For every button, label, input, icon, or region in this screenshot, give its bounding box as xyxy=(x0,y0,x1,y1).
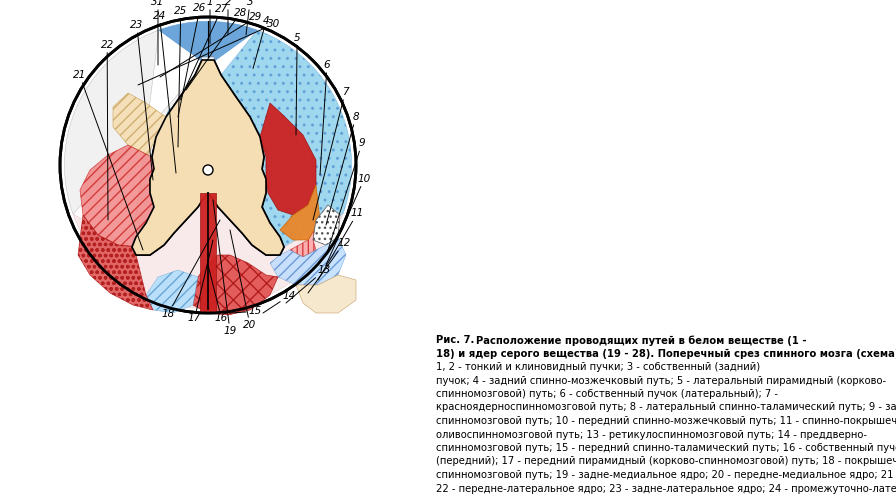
Polygon shape xyxy=(198,57,218,87)
Text: 6: 6 xyxy=(320,60,331,175)
Text: красноядерноспинномозговой путь; 8 - латеральный спинно-таламический путь; 9 - з: красноядерноспинномозговой путь; 8 - лат… xyxy=(436,402,896,412)
Circle shape xyxy=(168,174,174,180)
Circle shape xyxy=(164,135,188,159)
Polygon shape xyxy=(193,255,278,315)
Polygon shape xyxy=(221,30,351,247)
Text: спинномозговой путь; 19 - задне-медиальное ядро; 20 - передне-медиальное ядро; 2: спинномозговой путь; 19 - задне-медиальн… xyxy=(436,470,896,480)
Text: 22 - передне-латеральное ядро; 23 - задне-латеральное ядро; 24 - промежуточно-ла: 22 - передне-латеральное ядро; 23 - задн… xyxy=(436,484,896,494)
Text: пучок; 4 - задний спинно-мозжечковый путь; 5 - латеральный пирамидный (корково-: пучок; 4 - задний спинно-мозжечковый пут… xyxy=(436,376,886,386)
Text: 26: 26 xyxy=(178,3,206,117)
Text: (передний); 17 - передний пирамидный (корково-спинномозговой) путь; 18 - покрыше: (передний); 17 - передний пирамидный (ко… xyxy=(436,456,896,466)
Polygon shape xyxy=(313,205,340,245)
Text: 27: 27 xyxy=(180,4,228,100)
Text: 22: 22 xyxy=(100,40,114,220)
Text: 5: 5 xyxy=(294,33,300,135)
Text: 3: 3 xyxy=(246,0,254,35)
Polygon shape xyxy=(146,270,198,313)
Text: 20: 20 xyxy=(230,230,256,330)
Text: 13: 13 xyxy=(286,265,332,303)
Text: 12: 12 xyxy=(308,239,350,293)
Circle shape xyxy=(169,166,183,180)
Text: 18) и ядер серого вещества (19 - 28). Поперечный срез спинного мозга (схема):: 18) и ядер серого вещества (19 - 28). По… xyxy=(436,348,896,358)
Polygon shape xyxy=(65,30,195,247)
Polygon shape xyxy=(73,193,343,308)
Circle shape xyxy=(170,139,186,155)
Polygon shape xyxy=(200,193,216,313)
Circle shape xyxy=(173,170,179,176)
Text: 24: 24 xyxy=(153,11,176,173)
Circle shape xyxy=(173,165,179,171)
Text: 10: 10 xyxy=(326,174,371,265)
Text: 16: 16 xyxy=(208,265,228,323)
Text: 18: 18 xyxy=(161,220,220,319)
Circle shape xyxy=(165,162,187,184)
Polygon shape xyxy=(80,145,154,247)
Text: 2: 2 xyxy=(225,0,231,35)
Circle shape xyxy=(168,148,174,154)
Circle shape xyxy=(173,144,179,150)
Text: Расположение проводящих путей в белом веществе (1 -: Расположение проводящих путей в белом ве… xyxy=(476,335,806,346)
Text: Рис. 7.: Рис. 7. xyxy=(436,335,474,345)
Polygon shape xyxy=(78,215,153,310)
Text: 23: 23 xyxy=(130,20,153,180)
Text: 7: 7 xyxy=(313,87,349,220)
Polygon shape xyxy=(270,237,346,285)
Text: спинномозговой путь; 15 - передний спинно-таламический путь; 16 - собственный пу: спинномозговой путь; 15 - передний спинн… xyxy=(436,443,896,453)
Text: 30: 30 xyxy=(138,19,280,85)
Circle shape xyxy=(203,165,213,175)
Text: 8: 8 xyxy=(326,112,359,225)
Polygon shape xyxy=(113,93,166,155)
Text: 21: 21 xyxy=(73,70,143,250)
Polygon shape xyxy=(160,95,195,150)
Text: 15: 15 xyxy=(230,306,263,316)
Text: 4: 4 xyxy=(253,16,270,68)
Polygon shape xyxy=(290,220,320,257)
Text: спинномозговой) путь; 6 - собственный пучок (латеральный); 7 -: спинномозговой) путь; 6 - собственный пу… xyxy=(436,389,778,399)
Text: 1: 1 xyxy=(207,0,213,44)
Text: спинномозговой путь; 10 - передний спинно-мозжечковый путь; 11 - спинно-покрышеч: спинномозговой путь; 10 - передний спинн… xyxy=(436,416,896,426)
Polygon shape xyxy=(260,103,316,215)
Circle shape xyxy=(167,106,189,128)
Text: 19: 19 xyxy=(213,200,237,336)
Circle shape xyxy=(175,109,181,115)
Polygon shape xyxy=(296,275,356,313)
Circle shape xyxy=(173,139,179,145)
Text: оливоспинномозговой путь; 13 - ретикулоспинномозговой путь; 14 - преддверно-: оливоспинномозговой путь; 13 - ретикулос… xyxy=(436,430,867,440)
Polygon shape xyxy=(132,60,284,255)
Circle shape xyxy=(60,17,356,313)
Circle shape xyxy=(178,174,184,180)
Text: 11: 11 xyxy=(318,208,364,280)
Text: 9: 9 xyxy=(328,139,366,250)
Circle shape xyxy=(175,114,181,120)
Circle shape xyxy=(178,148,184,154)
Polygon shape xyxy=(280,185,320,240)
Polygon shape xyxy=(132,60,284,255)
Text: 29: 29 xyxy=(160,12,263,77)
Text: 25: 25 xyxy=(174,5,187,147)
Circle shape xyxy=(170,118,176,124)
Text: 31: 31 xyxy=(151,0,165,65)
Polygon shape xyxy=(159,21,257,160)
Text: 28: 28 xyxy=(186,8,247,90)
Text: 14: 14 xyxy=(263,291,297,313)
Circle shape xyxy=(180,118,186,124)
Text: 1, 2 - тонкий и клиновидный пучки; 3 - собственный (задний): 1, 2 - тонкий и клиновидный пучки; 3 - с… xyxy=(436,362,760,372)
Text: 17: 17 xyxy=(188,240,213,323)
